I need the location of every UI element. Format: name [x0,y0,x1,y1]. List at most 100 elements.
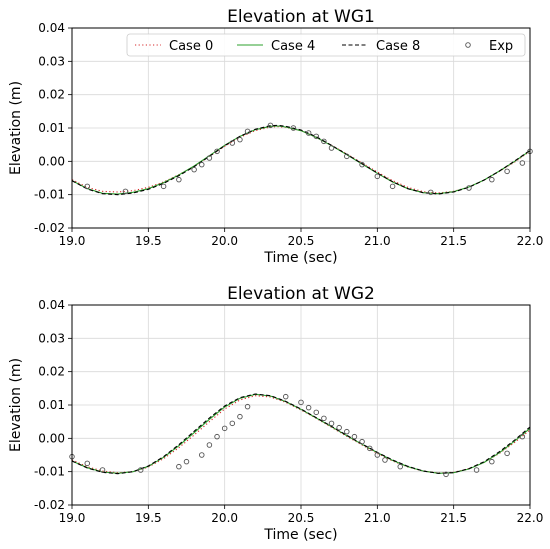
wg1-exp-point [199,161,205,168]
wg2-x-axis-label: Time (sec) [263,527,337,543]
wg2-exp-point [473,467,480,473]
wg2-exp-point [519,433,526,440]
wg2-xtick-label: 19.0 [59,511,86,525]
wg2-exp-point [221,425,228,432]
wg1-exp-point [237,136,243,143]
wg2-exp-point [137,467,144,473]
wg1-x-axis-label: Time (sec) [263,250,337,266]
wg1-y-axis-label: Elevation (m) [8,81,24,175]
wg2-ytick-label: -0.02 [34,498,65,512]
wg2-exp-point [504,450,510,457]
wg2-exp-point [206,442,213,448]
wg2-exp-point [313,409,320,416]
wg1-exp-point [191,166,197,173]
wg1-ytick-label: 0.04 [38,21,65,35]
wg1-exp-point [389,183,396,190]
wg2-exp-point [328,420,335,427]
wg1-case-8-line [71,124,531,196]
wg2-exp-point [321,415,327,422]
wg1-exp-point [229,140,236,146]
wg2-xtick-label: 21.5 [440,511,467,525]
wg1-exp-point [206,155,213,161]
wg1-exp-point [305,130,312,136]
wg1-exp-point [267,122,274,129]
wg1-exp-point [504,168,510,175]
wg1-exp-point [519,160,526,166]
wg2-y-axis-label: Elevation (m) [8,358,24,452]
wg1-legend-label-exp: Exp [489,39,513,54]
wg2-ytick-label: -0.01 [34,465,65,479]
wg1-xtick-label: 19.0 [59,234,86,248]
wg2-exp-point [382,457,388,463]
wg2-xtick-label: 21.0 [364,511,391,525]
wg2-exp-point [443,471,449,478]
wg1-legend-label-case-8: Case 8 [376,39,420,54]
wg2-xtick-label: 20.5 [288,511,315,525]
wg1-legend-swatch-exp [465,42,471,48]
wg2-exp-point [489,458,495,465]
wg1-exp-point [122,188,129,195]
wg2-exp-point [84,460,91,467]
wg2-plot-frame [71,304,531,506]
wg1-ytick-label: -0.01 [34,188,65,202]
wg2-exp-point [344,428,350,435]
wg1-chart-title: Elevation at WG1 [227,7,375,27]
wg1-plot-frame [71,27,531,229]
wg1-exp-point [176,176,182,183]
wg2-exp-point [237,413,243,420]
wg2-xtick-label: 19.5 [135,511,162,525]
wg1-exp-point [321,138,327,145]
wg1-ytick-label: 0.02 [38,88,65,102]
wg1-ytick-label: -0.02 [34,221,65,235]
wg1-exp-point [290,125,297,131]
wg1-ytick-label: 0.03 [38,54,65,68]
wg2-chart-title: Elevation at WG2 [227,284,375,304]
wg1-legend-box [126,33,526,57]
wg2-exp-point [351,433,358,440]
chart-wg2: 19.0 19.5 20.0 20.5 21.0 21.5 22.0 -0.02 -0.01 0.… [8,284,543,543]
wg2-exp-point [366,445,373,452]
wg2-ytick-label: 0.04 [38,298,65,312]
wg1-exp-point [214,148,220,155]
wg2-ytick-label: 0.00 [38,431,65,445]
wg2-xtick-label: 20.0 [211,511,238,525]
wg1-xtick-label: 22.0 [517,234,544,248]
wg1-exp-point [84,183,91,190]
wg1-exp-point [313,133,320,140]
wg1-xtick-label: 20.5 [288,234,315,248]
wg1-exp-point [359,161,365,168]
wg1-xtick-label: 21.5 [440,234,467,248]
wg2-exp-point [183,458,190,465]
wg2-exp-point [214,433,220,440]
wg2-exp-point [397,463,403,470]
wg2-exp-point [282,393,289,400]
wg2-exp-point [99,467,106,473]
wg2-ytick-label: 0.01 [38,398,65,412]
wg1-exp-point [489,176,495,183]
wg2-exp-point [359,438,365,445]
wg2-exp-point [199,452,205,458]
wg1-legend-label-case-0: Case 0 [169,39,213,54]
wg1-xtick-label: 21.0 [364,234,391,248]
wg2-exp-point [305,404,312,411]
wg2-exp-point [176,463,182,470]
wg2-case-8-line [71,393,531,475]
wg1-exp-point [328,145,335,151]
wg1-case-4-line [71,125,531,195]
wg2-exp-point [244,403,251,410]
wg2-exp-point [229,420,236,427]
wg1-ytick-label: 0.00 [38,154,65,168]
wg2-exp-point [374,452,381,458]
wg2-ytick-label: 0.02 [38,365,65,379]
wg1-xtick-label: 20.0 [211,234,238,248]
wg1-legend-label-case-4: Case 4 [271,39,315,54]
wg2-exp-point [336,424,342,431]
wg1-ytick-label: 0.01 [38,121,65,135]
wg2-exp-point [298,399,304,406]
chart-wg1: 19.0 19.5 20.0 20.5 21.0 21.5 22.0 -0.02 -0.01 0.… [8,7,543,266]
wg1-exp-point [428,189,434,196]
wg1-legend: Case 0 Case 4 Case 8 Exp [126,33,526,57]
wg2-xtick-label: 22.0 [517,511,544,525]
wg1-xtick-label: 19.5 [135,234,162,248]
